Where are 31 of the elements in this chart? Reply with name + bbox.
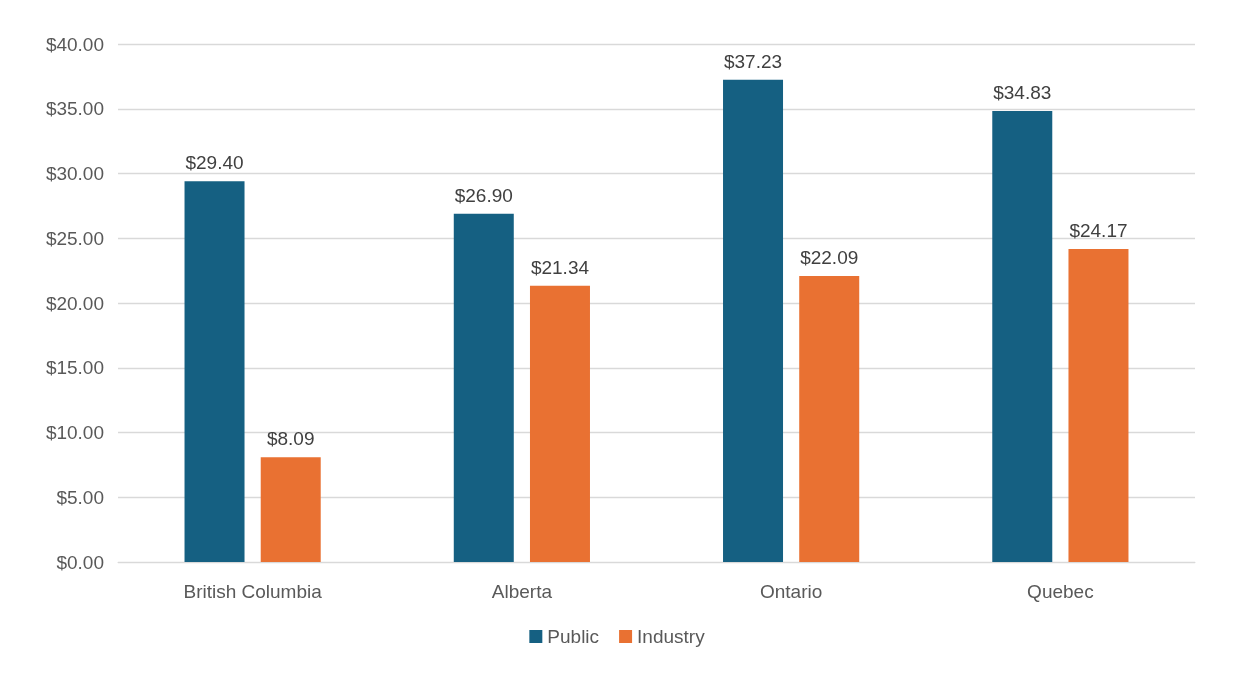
- bar: [260, 457, 321, 562]
- data-label: $34.83: [993, 81, 1052, 103]
- bar: [1068, 249, 1129, 562]
- bar: [799, 275, 860, 562]
- data-label: $22.09: [800, 246, 859, 268]
- y-tick-label: $30.00: [45, 163, 104, 184]
- y-tick-label: $15.00: [45, 357, 104, 379]
- legend-label: Industry: [637, 626, 706, 647]
- x-tick-label: Ontario: [759, 581, 823, 602]
- data-label: $21.34: [530, 256, 590, 278]
- x-tick-label: Quebec: [1027, 581, 1094, 602]
- y-tick-label: $10.00: [45, 422, 104, 443]
- data-label: $26.90: [454, 184, 513, 206]
- y-tick-label: $5.00: [56, 486, 104, 508]
- x-tick-label: Alberta: [491, 581, 553, 602]
- y-tick-label: $25.00: [45, 227, 104, 249]
- y-tick-label: $0.00: [56, 551, 104, 573]
- data-label: $29.40: [185, 152, 244, 174]
- bar: [992, 110, 1053, 562]
- data-label: $8.09: [266, 428, 315, 450]
- bar: [723, 79, 784, 562]
- y-tick-label: $20.00: [45, 292, 104, 314]
- x-tick-label: British Columbia: [183, 581, 323, 602]
- bar: [453, 213, 514, 562]
- data-label: $37.23: [723, 50, 783, 72]
- y-tick-label: $40.00: [45, 33, 104, 55]
- bar: [529, 285, 590, 562]
- y-tick-label: $35.00: [45, 98, 104, 120]
- data-label: $24.17: [1069, 220, 1128, 241]
- legend-label: Public: [547, 626, 600, 647]
- bar: [184, 181, 245, 562]
